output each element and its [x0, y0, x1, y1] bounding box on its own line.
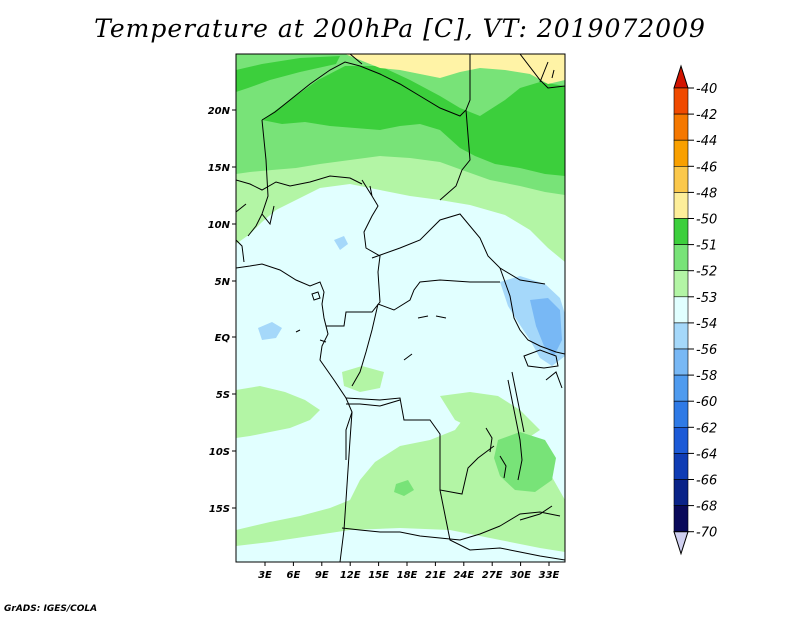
lat-tick-label: 5N: [215, 277, 231, 288]
lake-tanganyika: [485, 427, 507, 479]
border-congo-2: [345, 397, 495, 495]
lat-tick-label: 10N: [208, 220, 231, 231]
band-minus53-southwest: [236, 386, 320, 438]
coast-sw-bump: [311, 291, 321, 301]
band-minus53-east: [440, 392, 540, 440]
band-minus52-spot: [394, 480, 414, 496]
colorbar-label: -52: [696, 265, 717, 280]
band-minus50-top: [345, 54, 565, 84]
border-sahel-2: [236, 54, 363, 191]
colorbar-label: -44: [696, 134, 717, 149]
lon-tick-label: 27E: [482, 570, 503, 581]
band-minus56-central: [334, 236, 348, 250]
lat-tick-label: 10S: [209, 447, 230, 458]
latitude-axis: 20N 15N 10N 5N EQ 5S 10S 15S: [208, 106, 236, 515]
colorbar-segment: [673, 296, 689, 324]
lon-tick-label: 9E: [315, 570, 329, 581]
band-minus52-south: [494, 432, 556, 492]
border-central-2: [371, 213, 546, 285]
colorbar-segment: [673, 218, 689, 245]
east-border-2: [519, 371, 563, 521]
border-east: [499, 267, 565, 355]
border-west-2: [236, 213, 263, 263]
colorbar-label: -40: [696, 82, 717, 97]
lake-victoria: [523, 349, 559, 369]
colorbar-segment: [673, 244, 689, 272]
border-sahel: [261, 54, 471, 121]
band-minus51-northwest: [236, 56, 340, 92]
colorbar-label: -58: [696, 369, 717, 384]
colorbar-label: -60: [696, 395, 717, 410]
colorbar-top-arrow: [673, 64, 689, 89]
colorbar-segment: [673, 348, 689, 376]
colorbar-label: -46: [696, 160, 717, 175]
colorbar-label: -70: [696, 526, 717, 541]
colorbar-segment: [673, 139, 689, 167]
lat-tick-label: 5S: [216, 390, 230, 401]
colorbar-label: -64: [696, 447, 717, 462]
colorbar-label: -56: [696, 343, 717, 358]
colorbar-label: -50: [696, 213, 717, 228]
border-congo: [351, 279, 500, 387]
colorbar-label: -68: [696, 500, 717, 515]
lat-tick-label: 15N: [208, 163, 231, 174]
colorbar-segment: [673, 374, 689, 402]
grads-credit: GrADS: IGES/COLA: [4, 604, 98, 614]
colorbar-label: -54: [696, 317, 717, 332]
colorbar-segment: [673, 426, 689, 454]
colorbar-segment: [673, 453, 689, 480]
lon-tick-label: 30E: [510, 570, 531, 581]
band-minus58-east: [530, 298, 562, 356]
lat-tick-label: EQ: [215, 333, 231, 344]
border-south-2: [439, 489, 565, 561]
colorbar-segment: [673, 322, 689, 350]
lon-tick-label: 33E: [539, 570, 560, 581]
lon-tick-label: 3E: [258, 570, 272, 581]
colorbar-segment: [673, 87, 689, 115]
lon-tick-label: 24E: [453, 570, 474, 581]
colorbar-label: -66: [696, 474, 717, 489]
lat-tick-label: 20N: [208, 106, 231, 117]
colorbar-segment: [673, 400, 689, 428]
east-lakes: [507, 371, 525, 481]
map-frame: [235, 53, 566, 563]
colorbar: -40 -42 -44 -46 -48 -50 -51 -52 -53 -54 -56 -58 -60 -…: [673, 64, 717, 556]
colorbar-segment: [673, 113, 689, 141]
small-lakes: [295, 315, 447, 361]
colorbar-label: -53: [696, 291, 717, 306]
colorbar-label: -62: [696, 421, 717, 436]
border-south-1: [341, 511, 561, 541]
lon-tick-label: 21E: [425, 570, 446, 581]
colorbar-label: -42: [696, 108, 717, 123]
lon-tick-label: 12E: [340, 570, 361, 581]
colorbar-label: -51: [696, 239, 717, 254]
colorbar-bottom-arrow: [673, 531, 689, 556]
band-minus54-south: [236, 528, 565, 562]
colorbar-segment: [673, 166, 689, 193]
border-sw-africa: [345, 399, 401, 460]
temperature-field: [236, 54, 565, 562]
lon-tick-label: 6E: [287, 570, 301, 581]
lon-tick-label: 15E: [368, 570, 389, 581]
longitude-axis: 3E 6E 9E 12E 15E 18E 21E 24E 27E 30E 33E: [258, 562, 560, 581]
map-title: Temperature at 200hPa [C], VT: 201907200…: [94, 14, 706, 43]
colorbar-label: -48: [696, 186, 717, 201]
border-central-1: [326, 179, 381, 327]
lat-tick-label: 15S: [209, 504, 230, 515]
colorbar-segment: [673, 505, 689, 533]
band-minus51-north: [262, 66, 565, 176]
west-african-coast: [236, 263, 353, 562]
band-minus53-south: [236, 400, 565, 562]
northeast-coast: [539, 61, 555, 83]
colorbar-segment: [673, 192, 689, 219]
border-central-3: [439, 54, 565, 201]
colorbar-segment: [673, 270, 689, 298]
coastlines-borders: [236, 54, 565, 562]
border-west-1: [236, 119, 275, 226]
lon-tick-label: 18E: [397, 570, 418, 581]
colorbar-segment: [673, 479, 689, 506]
band-minus56-west: [258, 322, 282, 340]
